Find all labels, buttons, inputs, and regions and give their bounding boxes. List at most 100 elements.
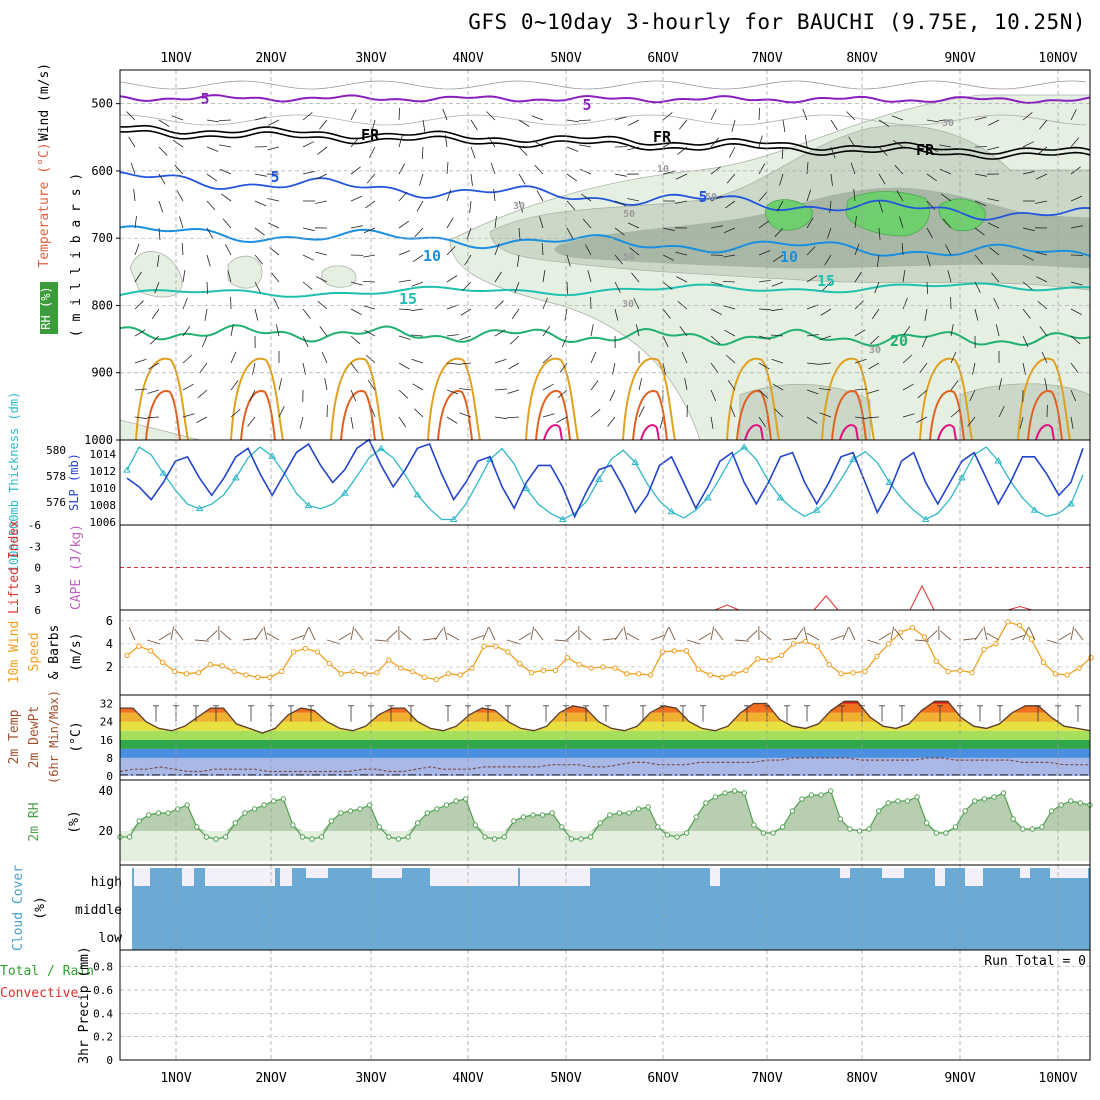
wind-barb bbox=[802, 108, 808, 121]
wind-barb bbox=[154, 281, 160, 294]
wind-speed-marker bbox=[481, 643, 487, 649]
contour-label: 50 bbox=[623, 209, 635, 220]
wind-barb bbox=[268, 119, 280, 126]
thickness-marker bbox=[812, 506, 821, 513]
wind-barb bbox=[362, 281, 376, 283]
wind-barb bbox=[422, 119, 426, 132]
lifted-index-peak bbox=[714, 604, 740, 611]
cloud-cover-gap bbox=[372, 868, 402, 878]
wind-speed-marker bbox=[445, 671, 451, 677]
wind-barb bbox=[587, 270, 592, 283]
wind-barb bbox=[776, 200, 784, 212]
wind-barb bbox=[830, 146, 836, 159]
ylabel-wind-speed: Speed bbox=[27, 632, 42, 671]
rh2m-marker bbox=[924, 820, 930, 826]
wind-barb bbox=[398, 135, 403, 148]
wind-barb bbox=[710, 225, 723, 229]
wind-speed-marker bbox=[195, 670, 202, 676]
wind-barb bbox=[273, 298, 280, 310]
contour-label: 50 bbox=[623, 252, 635, 263]
wind-barb bbox=[902, 270, 906, 283]
wind-barb bbox=[772, 383, 784, 391]
temp-contour-diurnal-outer bbox=[726, 357, 780, 440]
wind-barb bbox=[938, 119, 952, 121]
pressure-tick: 900 bbox=[91, 366, 113, 380]
ylabel-wind-barbs: & Barbs bbox=[47, 625, 62, 680]
contour-label: 50 bbox=[705, 192, 717, 203]
wind-barb bbox=[566, 119, 579, 123]
wind-barb bbox=[494, 300, 504, 310]
wind-barb bbox=[804, 135, 808, 148]
rh2m-marker bbox=[136, 818, 142, 824]
rh2m-marker bbox=[828, 788, 834, 794]
wind-barb bbox=[486, 111, 496, 121]
wind-barb bbox=[267, 198, 280, 202]
precip-tick: 0.2 bbox=[93, 1031, 113, 1044]
wind-barb bbox=[302, 112, 313, 121]
wind-speed-marker bbox=[648, 672, 654, 678]
wind-speed-marker bbox=[767, 657, 773, 663]
rh2m-marker bbox=[328, 818, 334, 824]
wind-barb bbox=[134, 300, 144, 310]
rh2m-marker bbox=[434, 806, 440, 812]
wind-barb bbox=[1022, 112, 1033, 121]
wind-barb bbox=[902, 413, 915, 418]
wind-barb bbox=[158, 146, 168, 156]
wind-barb bbox=[725, 200, 736, 209]
wind-barb-10m bbox=[446, 632, 460, 641]
wind-barb bbox=[878, 173, 886, 185]
wind-barb bbox=[1070, 389, 1077, 402]
wind-speed-marker bbox=[136, 643, 142, 649]
wind-barb bbox=[758, 416, 767, 428]
ylabel-temperature: Temperature (°C) bbox=[37, 142, 52, 267]
rh2m-marker bbox=[952, 824, 959, 830]
wind-barb bbox=[710, 389, 717, 402]
wind-barb bbox=[731, 119, 736, 132]
wind-barb-10m bbox=[566, 630, 578, 641]
wind-speed-marker bbox=[540, 667, 547, 674]
temp-contour-diurnal-hot bbox=[1035, 424, 1055, 440]
wind-barb bbox=[367, 379, 376, 391]
wind-barb bbox=[829, 200, 832, 213]
wind-barb bbox=[302, 308, 311, 319]
rh2m-marker bbox=[856, 828, 863, 834]
wind-barb bbox=[866, 416, 880, 419]
wind-barb-10m bbox=[794, 628, 804, 641]
wind-barb bbox=[412, 383, 424, 391]
wind-speed-marker bbox=[505, 649, 511, 655]
rh2m-marker bbox=[338, 810, 344, 816]
wind-barb bbox=[459, 335, 472, 341]
wind-barb bbox=[1070, 109, 1077, 121]
wind-barb bbox=[675, 173, 688, 180]
wind-barb bbox=[871, 308, 880, 320]
wind-speed-marker bbox=[897, 629, 904, 635]
wind-barb-10m bbox=[482, 626, 489, 641]
wind-barb-10m bbox=[554, 639, 569, 642]
wind-barb bbox=[628, 119, 640, 126]
wind-barb bbox=[182, 383, 194, 391]
wind-barb bbox=[945, 244, 952, 256]
wind-barb bbox=[758, 279, 771, 283]
wind-barb-10m bbox=[506, 639, 521, 645]
wind-barb bbox=[1022, 141, 1034, 148]
rh2m-marker bbox=[693, 814, 699, 820]
wind-barb bbox=[566, 146, 579, 152]
temp-contour-5-lower bbox=[120, 171, 1090, 221]
date-label-bottom: 5NOV bbox=[550, 1071, 581, 1086]
wind-barb bbox=[230, 408, 241, 418]
temp-contour-diurnal-outer bbox=[135, 357, 189, 440]
rh2m-marker bbox=[405, 834, 411, 840]
wind-barb bbox=[891, 115, 904, 121]
wind-barb-10m bbox=[338, 632, 352, 641]
rh2m-marker bbox=[789, 808, 795, 814]
ylabel-cloud-units: (%) bbox=[33, 896, 48, 919]
wind-barb-10m bbox=[206, 630, 218, 641]
wind-barb-10m bbox=[782, 637, 797, 641]
wind-barb bbox=[969, 389, 976, 402]
ylabel-temp-units: (°C) bbox=[69, 721, 84, 752]
wind-barb-10m bbox=[530, 626, 535, 641]
wind-barb bbox=[710, 362, 719, 373]
wind-barb bbox=[902, 383, 914, 391]
wind-barb-10m bbox=[926, 630, 938, 641]
ylabel-wind-units: (m/s) bbox=[69, 632, 84, 671]
